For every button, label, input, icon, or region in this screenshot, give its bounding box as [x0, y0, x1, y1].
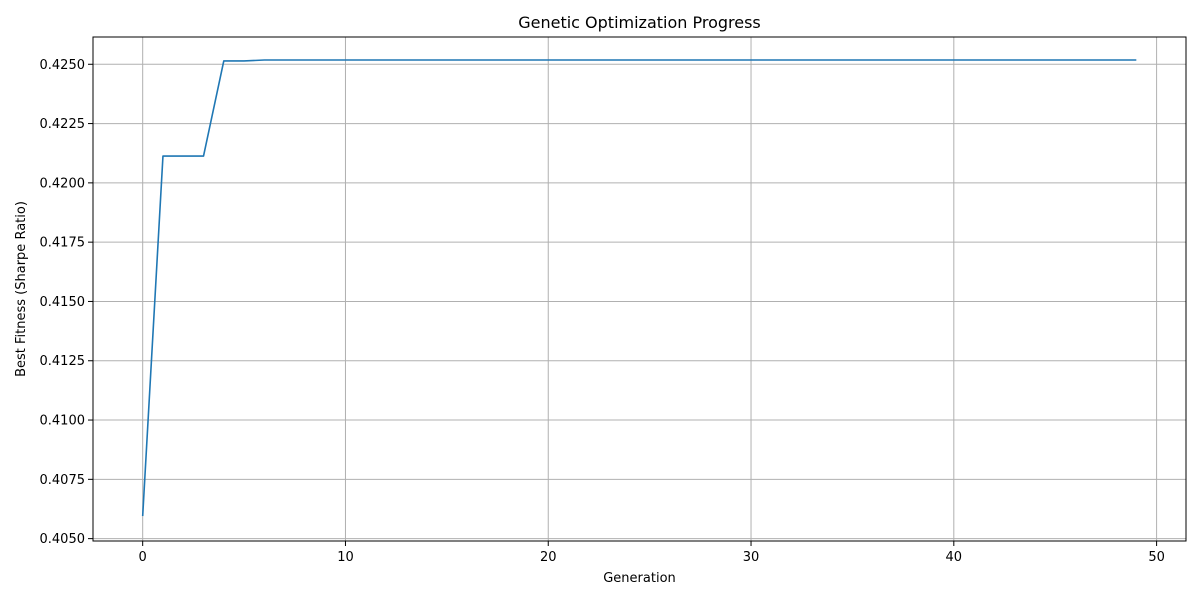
- y-tick-label: 0.4075: [40, 473, 86, 488]
- y-tick-label: 0.4200: [40, 176, 86, 191]
- y-tick-label: 0.4050: [40, 532, 86, 547]
- y-axis-label: Best Fitness (Sharpe Ratio): [14, 201, 29, 377]
- x-tick-label: 40: [946, 550, 963, 565]
- y-tick-label: 0.4225: [40, 117, 86, 132]
- chart-title: Genetic Optimization Progress: [518, 13, 761, 32]
- y-tick-label: 0.4125: [40, 354, 86, 369]
- axes: [88, 36, 1187, 546]
- x-tick-label: 30: [743, 550, 760, 565]
- axes-frame: [92, 36, 1187, 542]
- series-line: [141, 59, 1137, 517]
- x-tick-label: 20: [540, 550, 557, 565]
- x-tick-label: 50: [1148, 550, 1165, 565]
- y-tick-label: 0.4250: [40, 58, 86, 73]
- x-tick-label: 10: [337, 550, 354, 565]
- x-tick-label: 0: [139, 550, 147, 565]
- y-tick-label: 0.4100: [40, 414, 86, 429]
- plot-area: [141, 59, 1137, 517]
- y-tick-label: 0.4150: [40, 295, 86, 310]
- x-axis-label: Generation: [603, 571, 676, 586]
- y-tick-label: 0.4175: [40, 236, 86, 251]
- tick-labels: 0 10 20 30 40 50 0.4050 0.4075 0.4100 0.4125 0.415…: [40, 58, 1165, 565]
- grid: [93, 37, 1186, 541]
